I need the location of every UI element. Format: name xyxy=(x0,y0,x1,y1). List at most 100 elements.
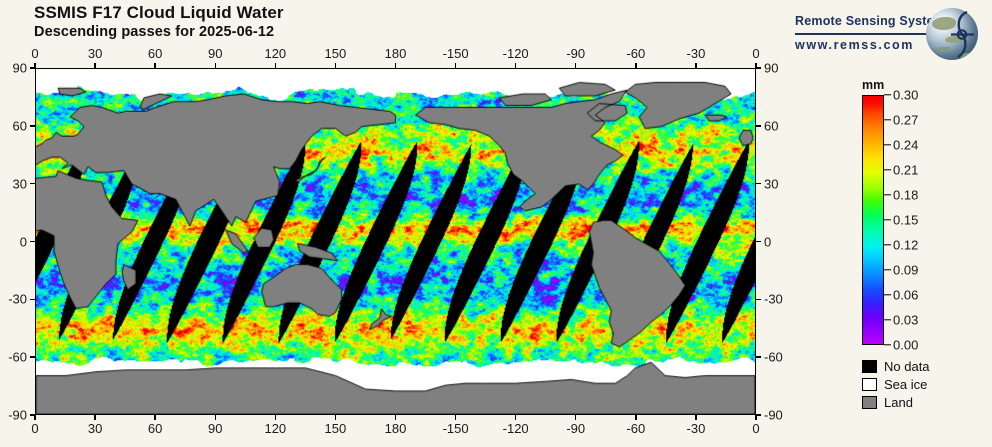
y-tick-mark xyxy=(30,414,35,416)
x-tick-label: 90 xyxy=(208,421,223,436)
y-tick-mark xyxy=(756,356,761,358)
x-tick-mark xyxy=(635,415,637,420)
y-tick-label: -90 xyxy=(8,407,27,423)
y-tick-label: 0 xyxy=(764,234,772,249)
page-subtitle: Descending passes for 2025-06-12 xyxy=(34,24,275,40)
legend-label-sea-ice: Sea ice xyxy=(884,377,928,392)
x-tick-mark xyxy=(334,415,337,420)
colorbar-tick-mark xyxy=(884,269,891,271)
y-tick-label: -60 xyxy=(8,349,27,365)
y-tick-mark xyxy=(30,298,35,301)
x-tick-mark xyxy=(575,63,577,68)
y-tick-label: -30 xyxy=(8,291,27,307)
legend-swatch-no-data xyxy=(862,360,877,373)
x-tick-label: 0 xyxy=(31,421,39,436)
colorbar-tick-mark xyxy=(884,294,891,296)
x-tick-mark xyxy=(755,415,757,420)
colorbar-unit-label: mm xyxy=(862,78,885,92)
y-tick-label: 90 xyxy=(764,60,779,76)
colorbar-tick-label: 0.30 xyxy=(893,87,919,103)
colorbar-tick-label: 0.27 xyxy=(893,112,919,128)
colorbar-tick-label: 0.12 xyxy=(893,237,919,253)
x-tick-label: 180 xyxy=(384,46,407,61)
x-tick-label: 180 xyxy=(384,421,407,436)
x-tick-mark xyxy=(394,415,397,420)
x-tick-mark xyxy=(695,63,697,68)
x-tick-mark xyxy=(334,63,337,68)
logo-divider xyxy=(795,33,935,35)
logo-hook-icon xyxy=(951,10,974,59)
y-tick-mark xyxy=(30,125,35,127)
y-tick-label: 60 xyxy=(12,118,27,134)
legend-label-no-data: No data xyxy=(884,359,930,374)
logo-website-url: www.remss.com xyxy=(795,38,914,52)
x-tick-label: -30 xyxy=(686,421,706,436)
title-block: SSMIS F17 Cloud Liquid Water Descending … xyxy=(34,3,284,41)
colorbar-tick-label: 0.15 xyxy=(893,212,919,228)
map-key: No data Sea ice Land xyxy=(862,358,930,412)
colorbar[interactable] xyxy=(862,95,884,345)
y-tick-mark xyxy=(30,356,35,358)
colorbar-tick-label: 0.21 xyxy=(893,162,919,178)
legend-swatch-sea-ice xyxy=(862,378,877,391)
y-tick-mark xyxy=(756,414,761,416)
colorbar-tick-label: 0.03 xyxy=(893,312,919,328)
x-tick-label: -90 xyxy=(566,421,586,436)
y-tick-label: 30 xyxy=(764,176,779,192)
colorbar-tick-mark xyxy=(884,194,891,196)
map-plot-area[interactable] xyxy=(35,68,756,415)
x-tick-mark xyxy=(214,415,216,420)
y-tick-mark xyxy=(30,67,35,69)
x-tick-label: -60 xyxy=(626,421,646,436)
colorbar-tick-mark xyxy=(884,119,891,121)
y-tick-label: -30 xyxy=(764,291,783,307)
y-tick-label: 0 xyxy=(19,234,27,249)
legend-swatch-land xyxy=(862,396,877,409)
x-tick-mark xyxy=(154,63,156,68)
colorbar-tick-label: 0.24 xyxy=(893,137,919,153)
colorbar-gradient xyxy=(862,95,884,345)
logo-company-name: Remote Sensing Systems xyxy=(795,14,953,28)
x-tick-label: 150 xyxy=(324,46,347,61)
x-tick-mark xyxy=(274,415,277,420)
colorbar-tick-mark xyxy=(884,169,891,171)
x-tick-label: 60 xyxy=(147,421,163,436)
colorbar-tick-mark xyxy=(884,219,891,221)
y-tick-mark xyxy=(756,182,761,185)
x-tick-label: -90 xyxy=(566,46,586,61)
x-tick-mark xyxy=(454,63,457,68)
colorbar-tick-label: 0.06 xyxy=(893,287,919,303)
y-tick-label: 60 xyxy=(764,118,779,134)
x-tick-mark xyxy=(214,63,216,68)
x-tick-mark xyxy=(34,63,36,68)
x-tick-mark xyxy=(635,63,637,68)
x-tick-label: -120 xyxy=(502,421,529,436)
colorbar-tick-mark xyxy=(884,144,891,146)
x-tick-label: 120 xyxy=(264,421,287,436)
y-tick-mark xyxy=(756,240,761,243)
x-tick-label: 120 xyxy=(264,46,287,61)
x-tick-mark xyxy=(514,63,517,68)
legend-label-land: Land xyxy=(884,395,913,410)
x-tick-label: 150 xyxy=(324,421,347,436)
colorbar-tick-label: 0.00 xyxy=(893,337,919,353)
y-tick-mark xyxy=(30,240,35,243)
x-tick-label: -60 xyxy=(626,46,646,61)
colorbar-tick-label: 0.18 xyxy=(893,187,919,203)
x-tick-mark xyxy=(755,63,757,68)
remss-logo[interactable]: Remote Sensing Systems www.remss.com xyxy=(795,8,985,62)
x-tick-label: -150 xyxy=(442,421,469,436)
y-tick-mark xyxy=(756,125,761,127)
x-tick-label: 30 xyxy=(87,421,103,436)
x-tick-mark xyxy=(94,415,96,420)
y-tick-label: 90 xyxy=(12,60,27,76)
x-tick-mark xyxy=(575,415,577,420)
x-tick-label: -150 xyxy=(442,46,469,61)
x-tick-label: 0 xyxy=(752,46,760,61)
x-tick-label: 30 xyxy=(87,46,103,61)
y-tick-mark xyxy=(756,67,761,69)
colorbar-tick-mark xyxy=(884,94,891,96)
x-tick-mark xyxy=(154,415,156,420)
y-tick-label: 30 xyxy=(12,176,27,192)
